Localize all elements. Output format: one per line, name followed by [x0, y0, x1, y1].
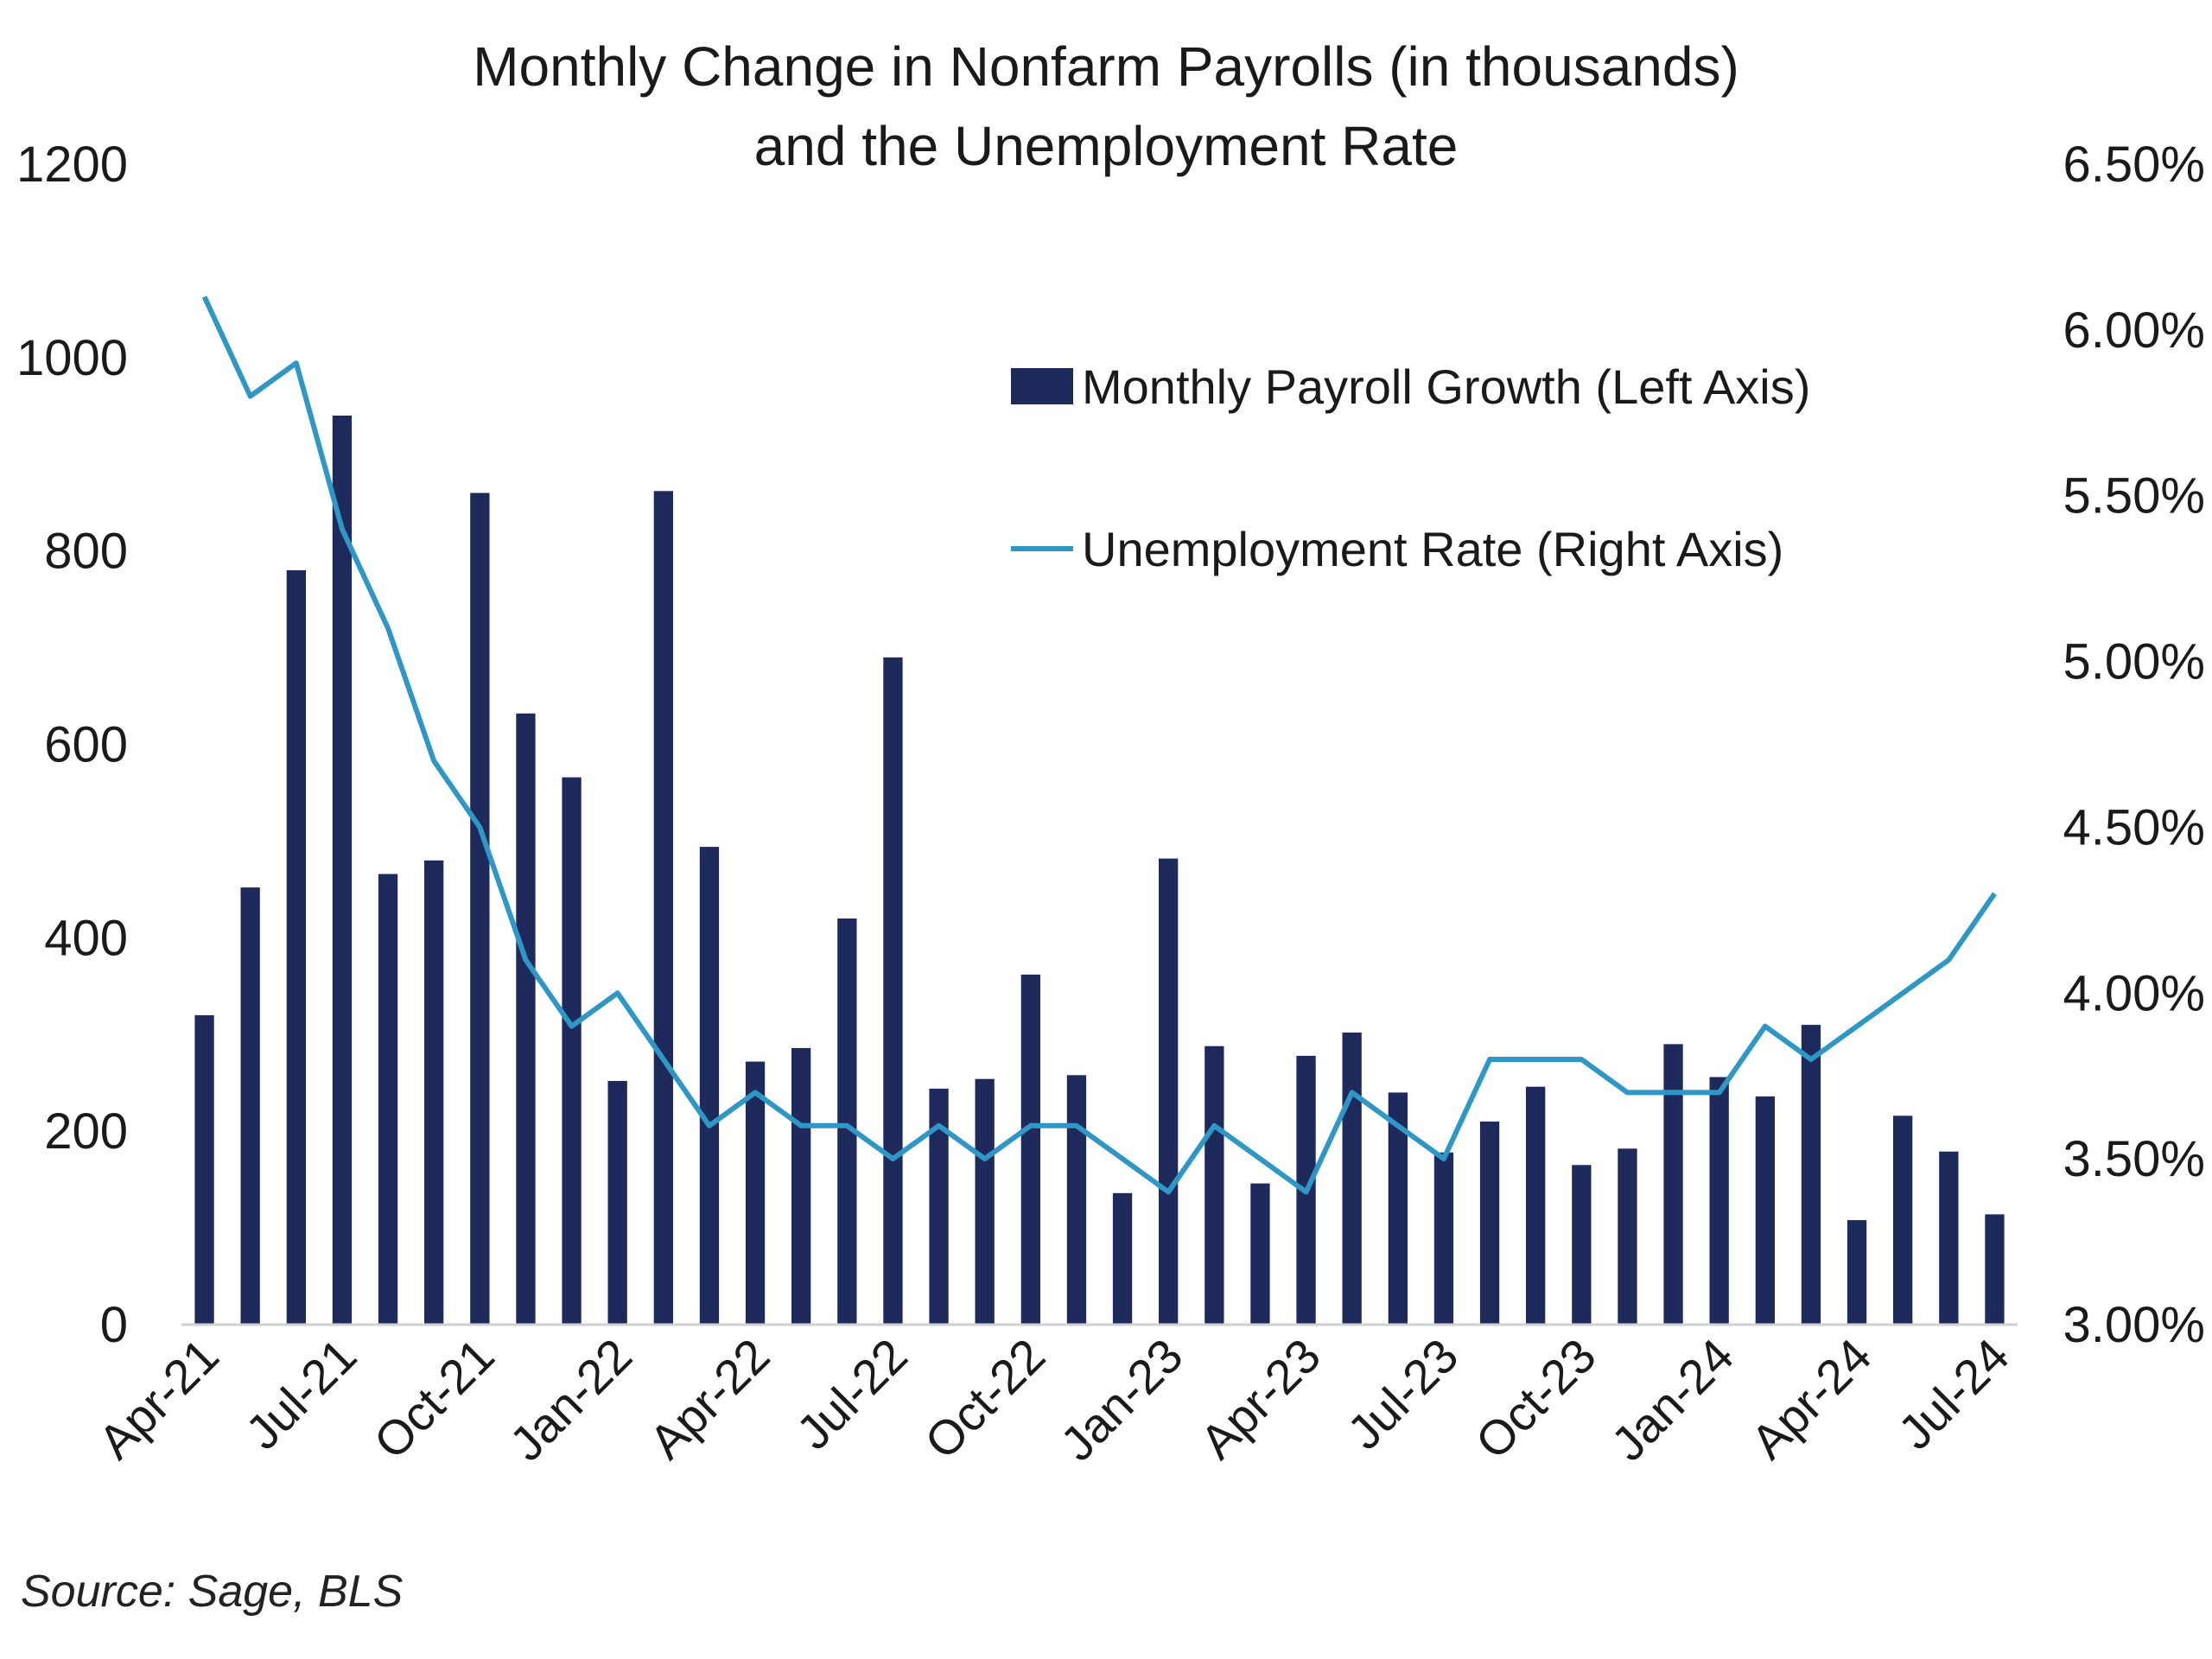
bar-Mar-23 — [1250, 1183, 1270, 1325]
bar-Oct-22 — [1020, 974, 1040, 1325]
x-tick-label-Oct-21: Oct-21 — [363, 1328, 504, 1469]
x-tick-label-Jan-24: Jan-24 — [1601, 1328, 1745, 1471]
bar-Apr-24 — [1847, 1220, 1867, 1325]
x-tick-label-Oct-22: Oct-22 — [914, 1328, 1055, 1469]
bar-Jan-23 — [1159, 858, 1179, 1325]
bar-May-23 — [1342, 1033, 1362, 1325]
bar-Jun-24 — [1939, 1151, 1959, 1325]
bar-Apr-22 — [745, 1061, 766, 1325]
left-axis-tick-1000: 1000 — [16, 330, 128, 386]
x-tick-label-Apr-24: Apr-24 — [1740, 1328, 1881, 1469]
bar-May-21 — [240, 887, 260, 1325]
legend-swatch-bar — [1011, 368, 1073, 404]
right-axis-tick-5.50%: 5.50% — [2063, 468, 2205, 524]
legend-label-unemployment: Unemployment Rate (Right Axis) — [1082, 521, 1784, 576]
x-tick-label-Jan-22: Jan-22 — [499, 1328, 643, 1471]
left-axis-tick-800: 800 — [44, 524, 128, 580]
bar-Feb-22 — [653, 491, 673, 1325]
right-axis-tick-5.00%: 5.00% — [2063, 634, 2205, 690]
right-axis-tick-4.50%: 4.50% — [2063, 799, 2205, 855]
x-tick-label-Jan-23: Jan-23 — [1050, 1328, 1193, 1471]
bar-Mar-22 — [699, 847, 720, 1325]
x-tick-label-Apr-22: Apr-22 — [639, 1328, 779, 1469]
right-axis-tick-4.00%: 4.00% — [2063, 965, 2205, 1021]
right-axis-tick-6.00%: 6.00% — [2063, 302, 2205, 359]
right-axis-tick-3.00%: 3.00% — [2063, 1297, 2205, 1353]
bar-Feb-24 — [1755, 1096, 1775, 1325]
bar-Dec-21 — [562, 777, 582, 1325]
bar-Jul-22 — [883, 657, 903, 1325]
right-axis-tick-3.50%: 3.50% — [2063, 1131, 2205, 1187]
chart-title-line-1: Monthly Change in Nonfarm Payrolls (in t… — [473, 35, 1739, 98]
x-tick-label-Jul-22: Jul-22 — [786, 1328, 918, 1459]
legend-swatch-line — [1011, 546, 1073, 551]
bar-Oct-21 — [470, 493, 490, 1325]
legend-item-unemployment: Unemployment Rate (Right Axis) — [1011, 518, 1783, 579]
bar-Jun-22 — [837, 918, 857, 1325]
left-axis-tick-400: 400 — [44, 910, 128, 966]
bar-Sep-23 — [1526, 1086, 1546, 1325]
right-axis-tick-6.50%: 6.50% — [2063, 137, 2205, 193]
bar-Nov-23 — [1618, 1148, 1637, 1325]
chart-title-line-2: and the Unemployment Rate — [753, 115, 1459, 177]
bar-Jul-23 — [1433, 1152, 1454, 1325]
source-note: Source: Sage, BLS — [21, 1567, 404, 1617]
x-tick-label-Jul-23: Jul-23 — [1337, 1328, 1468, 1459]
bar-Nov-21 — [516, 713, 536, 1325]
bar-May-24 — [1893, 1116, 1913, 1325]
x-tick-label-Apr-23: Apr-23 — [1190, 1328, 1331, 1469]
bar-Sep-22 — [975, 1078, 995, 1325]
bar-Jul-24 — [1985, 1214, 2005, 1325]
bar-Feb-23 — [1205, 1046, 1224, 1325]
bar-Aug-22 — [929, 1088, 949, 1325]
legend-item-payroll: Monthly Payroll Growth (Left Axis) — [1011, 356, 1810, 416]
x-tick-label-Oct-23: Oct-23 — [1465, 1328, 1605, 1469]
bar-Aug-21 — [378, 874, 398, 1325]
bar-Dec-23 — [1663, 1044, 1683, 1325]
bar-Jun-21 — [286, 570, 306, 1325]
left-axis-tick-0: 0 — [100, 1297, 128, 1353]
bar-Jan-22 — [607, 1081, 627, 1325]
bar-Aug-23 — [1479, 1122, 1500, 1325]
x-tick-label-Jul-21: Jul-21 — [235, 1328, 366, 1459]
left-axis-tick-200: 200 — [44, 1103, 128, 1160]
bar-Sep-21 — [424, 860, 444, 1325]
legend-label-payroll: Monthly Payroll Growth (Left Axis) — [1082, 359, 1811, 414]
left-axis-tick-1200: 1200 — [16, 137, 128, 193]
bar-Dec-22 — [1112, 1192, 1133, 1325]
bar-Apr-21 — [194, 1014, 214, 1325]
unemployment-rate-line — [201, 296, 1997, 1195]
bar-Jan-24 — [1709, 1077, 1729, 1325]
bar-May-22 — [791, 1047, 811, 1325]
bar-Oct-23 — [1572, 1165, 1592, 1325]
x-tick-label-Jul-24: Jul-24 — [1888, 1328, 2019, 1459]
bar-Nov-22 — [1066, 1075, 1087, 1325]
bar-Jun-23 — [1388, 1092, 1408, 1325]
bar-Jul-21 — [332, 416, 353, 1325]
bar-Mar-24 — [1801, 1025, 1821, 1325]
left-axis-tick-600: 600 — [44, 717, 128, 773]
